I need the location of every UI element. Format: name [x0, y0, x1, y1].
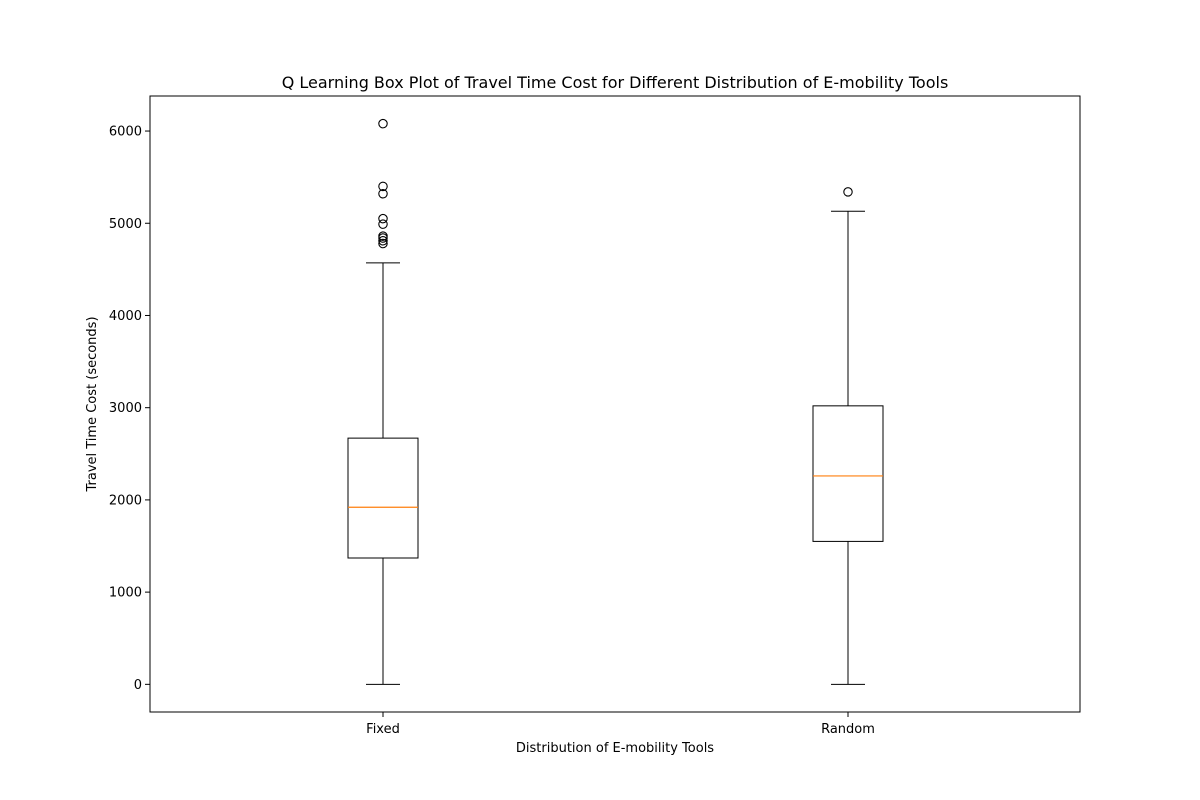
outlier-point [378, 238, 388, 249]
outlier-point [378, 219, 388, 229]
plot-area: 0 1000 2000 3000 4000 5000 6000 Fixed Random [109, 95, 1081, 737]
iqr-box [347, 437, 419, 559]
axes-frame [149, 95, 1081, 713]
outlier-point [378, 181, 388, 192]
y-tick-label: 6000 [109, 125, 142, 140]
y-tick-label: 0 [134, 678, 142, 693]
y-tick-label: 1000 [109, 586, 142, 601]
y-tick-label: 4000 [109, 309, 142, 324]
iqr-box [812, 405, 884, 542]
outlier-point [378, 236, 388, 246]
y-tick-label: 2000 [109, 493, 142, 508]
y-axis-label: Travel Time Cost (seconds) [85, 316, 100, 492]
x-tick-label: Random [821, 722, 875, 737]
chart-title: Q Learning Box Plot of Travel Time Cost … [282, 73, 949, 92]
outlier-point [378, 188, 388, 199]
outlier-point [378, 213, 388, 224]
outlier-point [378, 233, 388, 243]
x-axis-label: Distribution of E-mobility Tools [516, 741, 714, 756]
y-tick-label: 3000 [109, 401, 142, 416]
y-tick-label: 5000 [109, 217, 142, 232]
outlier-point [843, 187, 853, 197]
x-tick-label: Fixed [366, 722, 400, 737]
outlier-point [378, 118, 388, 129]
